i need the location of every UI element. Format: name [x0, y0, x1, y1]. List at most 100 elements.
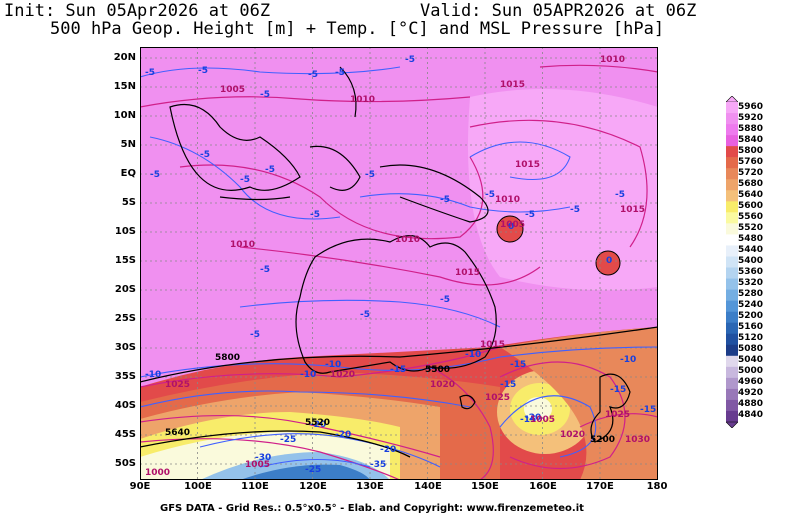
pressure-label: 1020 [560, 430, 585, 440]
legend-level-label: 5240 [738, 300, 764, 311]
temperature-label: -5 [405, 55, 415, 65]
pressure-label: 1005 [530, 415, 555, 425]
map-labels: -5 -5 -5 -5 -5 -5 -5 -5 -5 -5 -5 -5 -5 -5 -5 -5 -5 -5 -5 -5… [145, 55, 656, 478]
legend-swatch [726, 201, 738, 213]
legend-swatch [726, 355, 738, 368]
lat-label: 20S [114, 284, 136, 295]
legend-swatch [726, 344, 738, 357]
legend-swatch [726, 124, 738, 136]
temperature-label: -5 [360, 310, 370, 320]
sea-coast [169, 103, 301, 191]
cyclone-fiji [595, 250, 621, 276]
init-time-label: Init: Sun 05Apr2026 at 06Z [4, 1, 271, 21]
temperature-label: -15 [640, 405, 656, 415]
lat-label: 5N [120, 139, 136, 150]
legend-swatch [726, 146, 738, 158]
lon-label: 130E [356, 481, 384, 492]
legend-level-label: 5680 [738, 178, 764, 189]
pressure-label: 1025 [485, 393, 510, 403]
height-contour-5520 [140, 430, 411, 458]
legend-level-label: 5560 [738, 211, 764, 222]
legend-swatch [726, 267, 738, 279]
temperature-label: -5 [250, 330, 260, 340]
temperature-label: -5 [265, 165, 275, 175]
coastlines [169, 66, 631, 443]
legend-swatch [726, 333, 738, 346]
legend-level-label: 5920 [738, 112, 764, 123]
temperature-label: -15 [610, 385, 626, 395]
temperature-label: -25 [305, 465, 321, 475]
height-label: 5500 [425, 365, 450, 375]
legend-level-label: 5840 [738, 134, 764, 145]
temperature-label: -10 [300, 370, 316, 380]
legend-swatch [726, 410, 738, 423]
lat-label: 20N [113, 52, 136, 63]
legend-level-label: 5320 [738, 278, 764, 289]
legend-level-label: 5000 [738, 366, 764, 377]
temperature-label: -5 [615, 190, 625, 200]
pressure-label: 1015 [500, 80, 525, 90]
legend-swatch [726, 168, 738, 180]
legend-level-label: 5800 [738, 145, 764, 156]
temperature-label: -10 [465, 350, 481, 360]
legend-bottom-arrow [726, 421, 738, 428]
footer-credits: GFS DATA - Grid Res.: 0.5°x0.5° - Elab. … [160, 503, 584, 514]
temperature-label: -10 [620, 355, 636, 365]
legend-swatch [726, 366, 738, 379]
legend-swatch [726, 256, 738, 268]
lon-label: 120E [299, 481, 327, 492]
high-height-region [468, 89, 658, 291]
lat-label: 15N [113, 81, 136, 92]
legend-swatch [726, 190, 738, 202]
temperature-label: -30 [255, 453, 271, 463]
legend-level-label: 5440 [738, 244, 764, 255]
temperature-label: -15 [510, 360, 526, 370]
lon-label: 140E [414, 481, 442, 492]
legend-level-label: 5720 [738, 167, 764, 178]
temperature-label: -15 [520, 415, 536, 425]
temperature-label: -5 [150, 170, 160, 180]
temperature-label: -25 [280, 435, 296, 445]
temperature-label: -5 [145, 68, 155, 78]
cyclone-coral-sea [496, 215, 524, 243]
height-label: 5640 [165, 428, 190, 438]
pressure-label: 1005 [220, 85, 245, 95]
legend-level-label: 4880 [738, 399, 764, 410]
legend-level-label: 5160 [738, 322, 764, 333]
temperature-label: -5 [308, 70, 318, 80]
legend-swatch [726, 157, 738, 169]
legend-top-arrow [726, 96, 738, 103]
legend-swatch [726, 289, 738, 301]
new-zealand-coast [590, 373, 631, 443]
valid-time-label: Valid: Sun 05APR2026 at 06Z [420, 1, 697, 21]
pressure-label: 1025 [605, 410, 630, 420]
borneo-coast [309, 145, 361, 191]
pressure-label: 1000 [145, 468, 170, 478]
legend-level-label: 5960 [738, 101, 764, 112]
temperature-label: -5 [335, 68, 345, 78]
pressure-label: 1010 [350, 95, 375, 105]
legend-level-label: 5200 [738, 311, 764, 322]
lon-label: 100E [184, 481, 212, 492]
lat-label: 45S [114, 429, 136, 440]
legend-swatch [726, 212, 738, 224]
low-core [524, 397, 552, 421]
temperature-label: -15 [500, 380, 516, 390]
height-label: 5200 [590, 435, 615, 445]
lon-label: 90E [129, 481, 151, 492]
lat-label: 10S [114, 226, 136, 237]
temperature-label: 0 [508, 222, 514, 232]
pressure-label: 1015 [455, 268, 480, 278]
legend-swatch [726, 113, 738, 125]
legend-swatch [726, 399, 738, 412]
lat-label: 50S [114, 458, 136, 469]
legend-swatch [726, 311, 738, 323]
temperature-label: -20 [525, 413, 541, 423]
legend-level-label: 4920 [738, 388, 764, 399]
temperature-label: -20 [380, 445, 396, 455]
pressure-label: 1015 [515, 160, 540, 170]
legend-swatch [726, 300, 738, 312]
legend-level-label: 5520 [738, 222, 764, 233]
lon-label: 160E [529, 481, 557, 492]
temperature-label: -5 [485, 190, 495, 200]
